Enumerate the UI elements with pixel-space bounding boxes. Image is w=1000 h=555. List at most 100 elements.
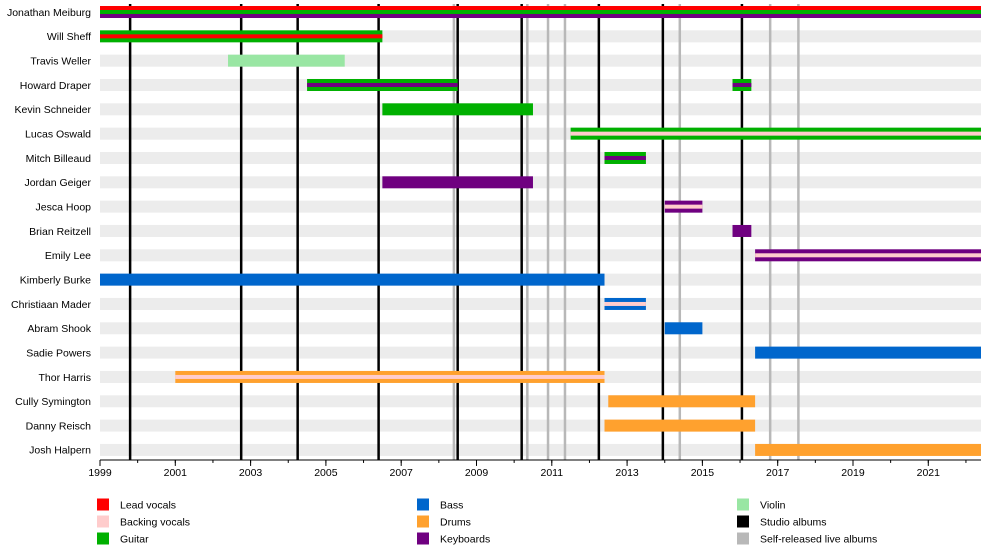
x-tick-label: 2019 — [841, 467, 865, 479]
legend-swatch — [737, 498, 749, 511]
legend-swatch — [417, 532, 429, 545]
x-tick-label: 2005 — [314, 467, 338, 479]
legend-swatch — [417, 515, 429, 528]
member-label: Travis Weller — [30, 55, 91, 67]
row-stripe — [100, 103, 981, 116]
member-bar-will-sheff — [100, 30, 383, 43]
bar-segment-inner — [664, 204, 703, 209]
member-bar-brian-reitzell — [732, 224, 752, 237]
x-tick-label: 2021 — [917, 467, 941, 479]
legend-swatch — [97, 498, 109, 511]
x-tick-label: 1999 — [88, 467, 112, 479]
member-bar-kevin-schneider — [382, 103, 533, 116]
row-stripe — [100, 322, 981, 335]
member-bar-josh-halpern — [755, 443, 981, 456]
x-tick-label: 2011 — [540, 467, 563, 479]
legend-label: Bass — [440, 500, 463, 512]
legend-swatch — [737, 515, 749, 528]
row-stripe — [100, 224, 981, 237]
member-label: Cully Symington — [15, 396, 91, 408]
row-stripe — [100, 249, 981, 262]
row-stripe — [100, 151, 981, 164]
x-tick-label: 2001 — [164, 467, 188, 479]
member-bar-howard-draper — [307, 78, 458, 91]
member-bar-danny-reisch — [604, 419, 756, 432]
member-label: Danny Reisch — [26, 420, 92, 432]
bar-segment-inner — [604, 155, 646, 160]
legend-label: Backing vocals — [120, 517, 190, 529]
member-label: Lucas Oswald — [25, 128, 91, 140]
member-bar-jordan-geiger — [382, 176, 533, 189]
legend-swatch — [737, 532, 749, 545]
legend-swatch — [97, 515, 109, 528]
legend-item-bass: Bass — [417, 498, 463, 512]
bar-segment — [604, 419, 756, 432]
bar-segment — [382, 176, 533, 189]
member-label: Christiaan Mader — [11, 299, 91, 311]
x-tick-label: 2015 — [691, 467, 715, 479]
legend-item-backing-vocals: Backing vocals — [97, 515, 190, 529]
legend-label: Keyboards — [440, 534, 490, 546]
member-bar-abram-shook — [664, 322, 703, 335]
member-label: Thor Harris — [38, 372, 91, 384]
legend-swatch — [417, 498, 429, 511]
member-label: Josh Halpern — [29, 445, 91, 457]
row-stripe — [100, 395, 981, 408]
bar-segment — [382, 103, 533, 116]
bar-segment — [755, 443, 981, 456]
legend-item-drums: Drums — [417, 515, 471, 529]
bar-segment — [608, 395, 756, 408]
member-bar-christiaan-mader — [604, 297, 646, 310]
row-stripe — [100, 127, 981, 140]
member-label: Emily Lee — [45, 250, 91, 262]
member-bar-thor-harris — [175, 370, 605, 383]
member-label: Kimberly Burke — [20, 274, 91, 286]
member-bar-emily-lee — [755, 249, 981, 262]
legend-label: Self-released live albums — [760, 534, 877, 546]
legend-item-keyboards: Keyboards — [417, 532, 490, 546]
member-bar-mitch-billeaud — [604, 151, 646, 164]
legend-item-guitar: Guitar — [97, 532, 149, 546]
bar-segment — [755, 346, 981, 359]
bar-segment-inner — [755, 253, 981, 258]
x-tick-label: 2013 — [615, 467, 639, 479]
legend-item-lead-vocals: Lead vocals — [97, 498, 176, 512]
x-tick-label: 2017 — [766, 467, 790, 479]
member-bar-kimberly-burke — [100, 273, 605, 286]
member-bar-lucas-oswald — [570, 127, 981, 140]
member-bar-sadie-powers — [755, 346, 981, 359]
legend-label: Guitar — [120, 534, 149, 546]
member-bar-jesca-hoop — [664, 200, 703, 213]
member-label: Mitch Billeaud — [26, 153, 92, 165]
bar-segment — [100, 6, 981, 10]
legend-item-violin: Violin — [737, 498, 786, 512]
row-stripe — [100, 176, 981, 189]
member-bar-travis-weller — [228, 54, 345, 67]
bar-segment — [100, 10, 981, 14]
member-label: Will Sheff — [47, 31, 91, 43]
member-label: Sadie Powers — [26, 347, 91, 359]
member-label: Howard Draper — [20, 80, 92, 92]
bar-segment-inner — [175, 374, 605, 379]
bar-segment-inner — [570, 131, 981, 136]
row-stripe — [100, 297, 981, 310]
bar-segment — [664, 322, 703, 335]
member-bar-howard-draper — [732, 78, 752, 91]
x-tick-label: 2003 — [239, 467, 263, 479]
bar-segment-inner — [100, 34, 383, 39]
member-label: Jordan Geiger — [24, 177, 91, 189]
bar-segment-inner — [732, 82, 752, 87]
legend-label: Violin — [760, 500, 786, 512]
member-label: Jesca Hoop — [36, 201, 92, 213]
legend-item-self-released-live-albums: Self-released live albums — [737, 532, 877, 546]
x-tick-label: 2007 — [390, 467, 414, 479]
member-label: Abram Shook — [27, 323, 91, 335]
member-label: Jonathan Meiburg — [7, 7, 91, 19]
member-label: Brian Reitzell — [29, 226, 91, 238]
legend-swatch — [97, 532, 109, 545]
bar-segment — [732, 224, 752, 237]
row-stripe — [100, 78, 981, 91]
bar-segment — [100, 14, 981, 18]
bar-segment — [228, 54, 345, 67]
